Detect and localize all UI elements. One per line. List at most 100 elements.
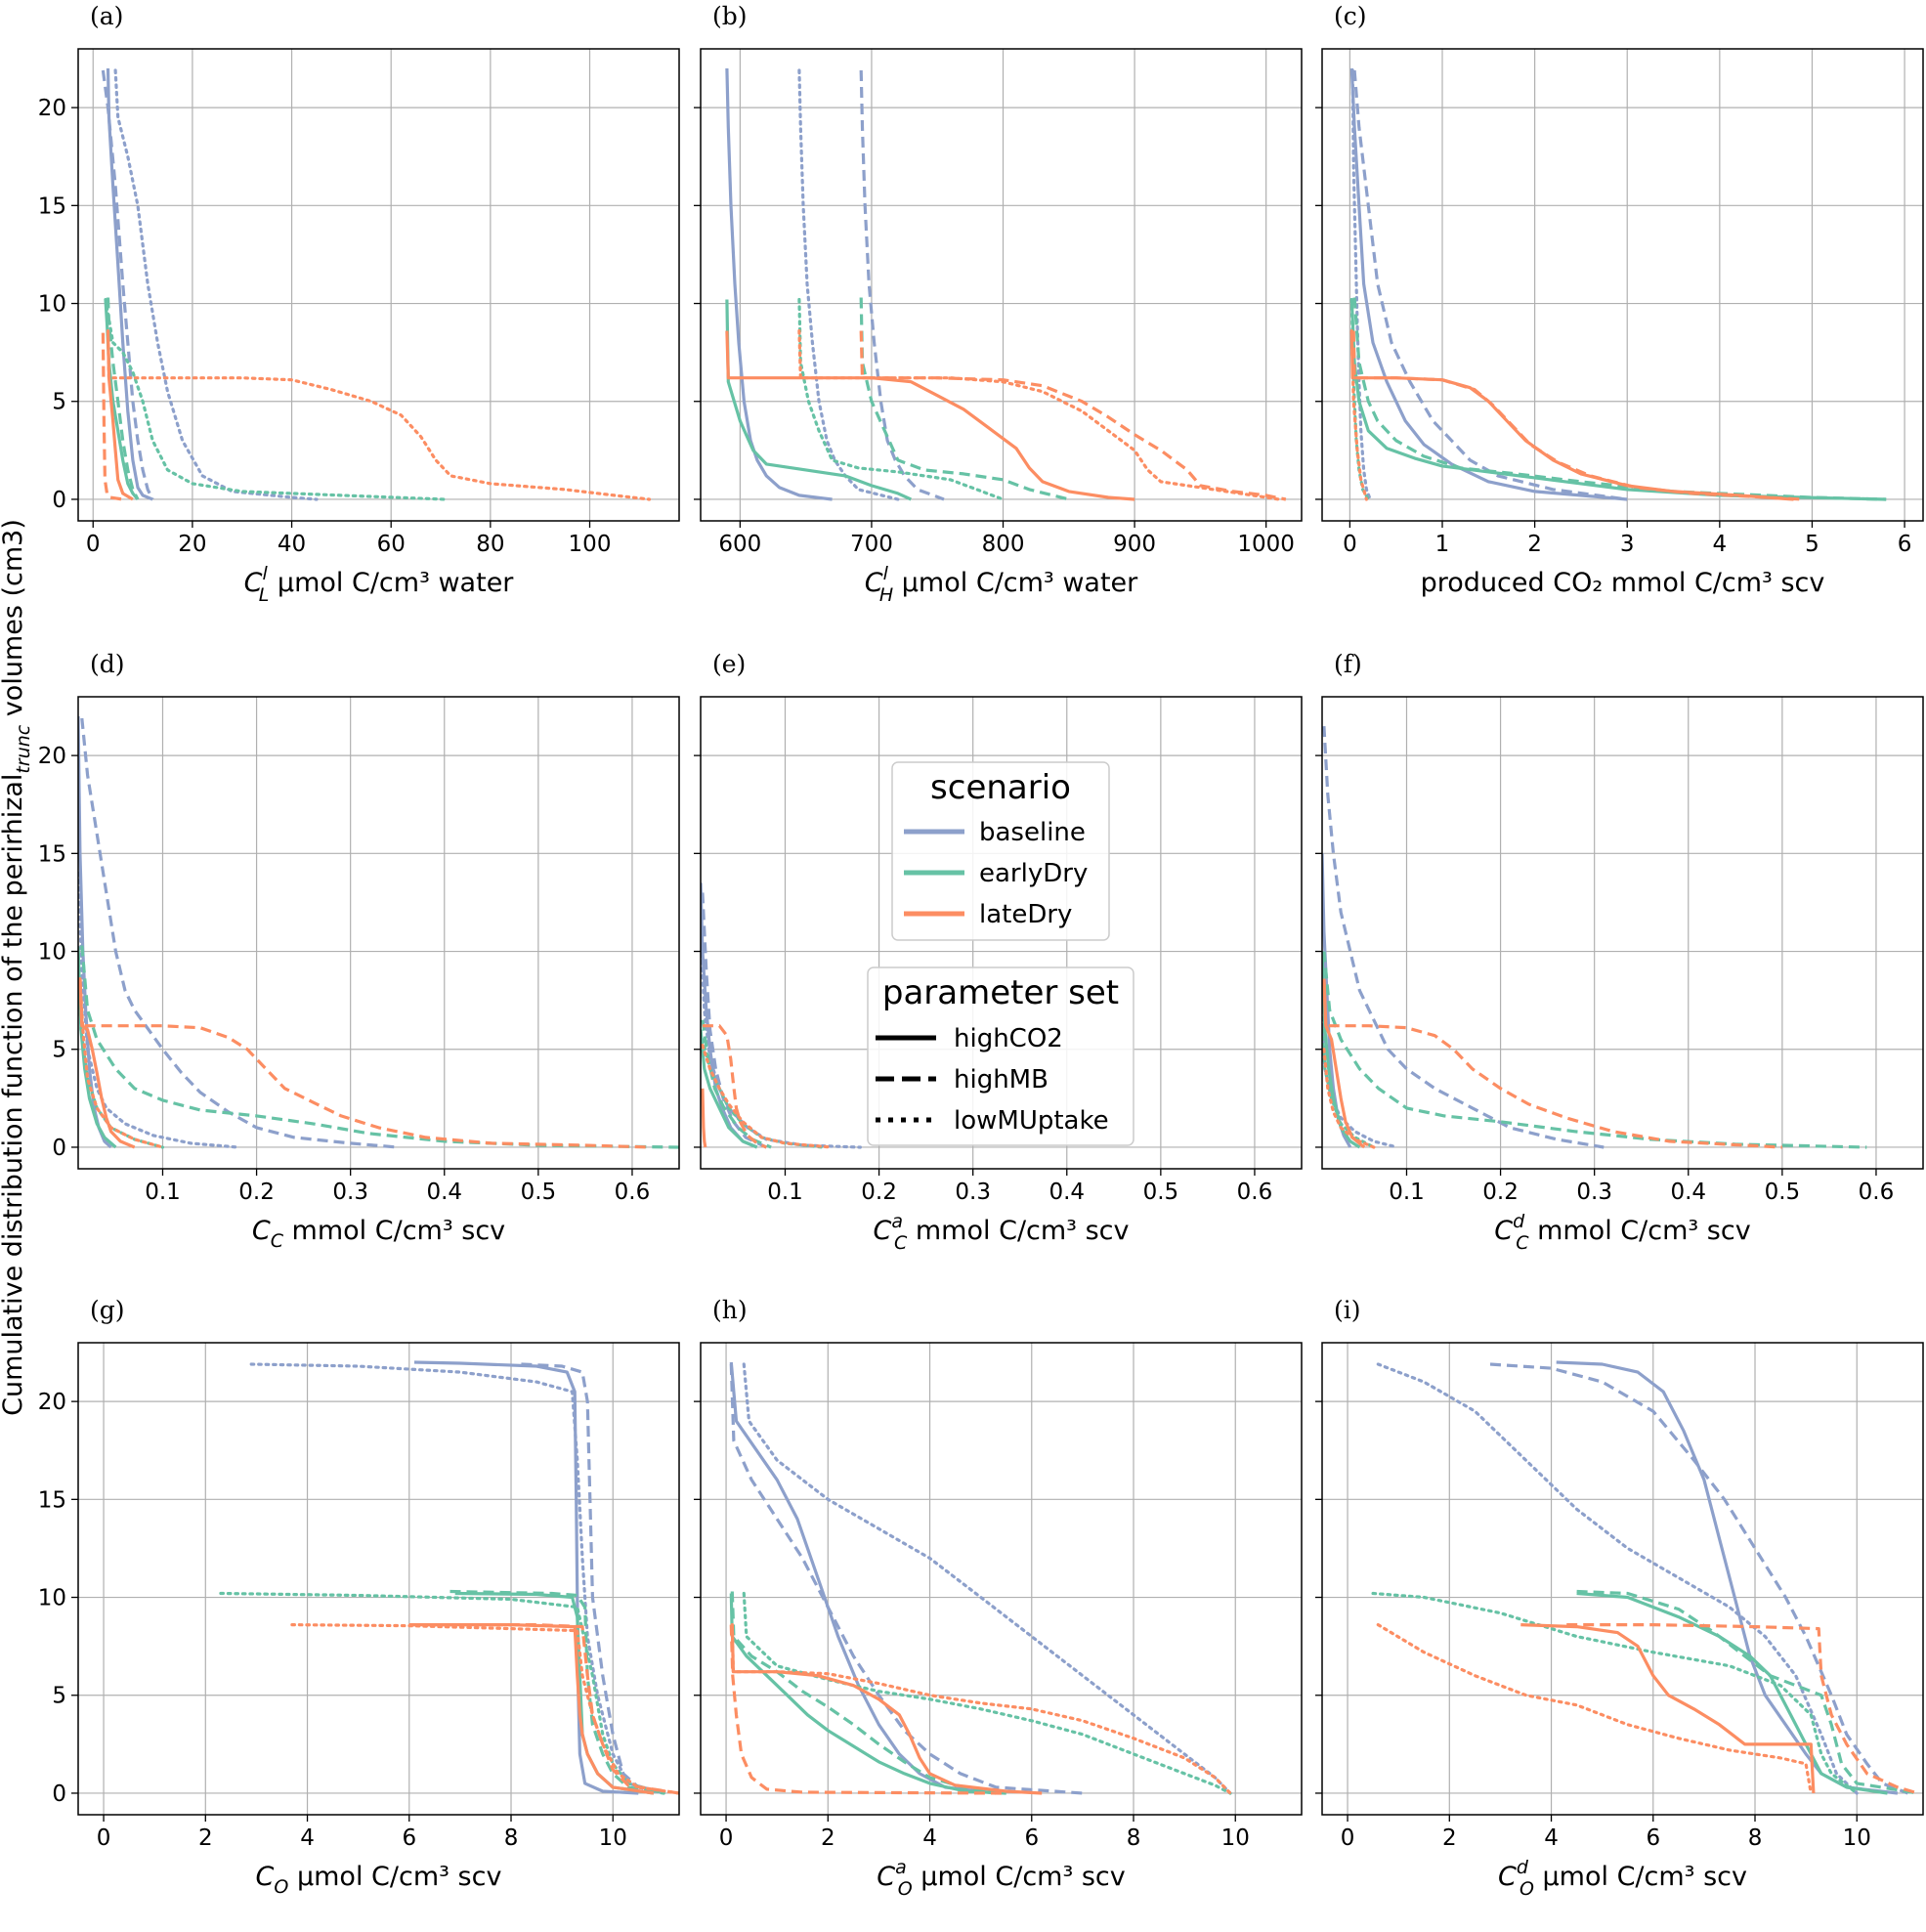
y-tick-label: 5 — [52, 1684, 66, 1709]
series-lateDry-highCO2 — [725, 330, 1135, 501]
x-tick-label: 8 — [1748, 1825, 1763, 1851]
x-tick-label: 0.1 — [145, 1180, 181, 1205]
axes-frame — [700, 48, 1303, 522]
series-earlyDry-highCO2 — [729, 1593, 1006, 1795]
series-earlyDry-highCO2 — [1322, 951, 1361, 1149]
series-lateDry-lowMUptake — [701, 1044, 835, 1149]
series-lateDry-highMB — [408, 1623, 679, 1795]
series-baseline-highMB — [101, 69, 154, 500]
x-tick-label: 10 — [1843, 1825, 1871, 1851]
x-tick-label: 0.6 — [615, 1180, 651, 1205]
panel-label: (c) — [1334, 2, 1367, 30]
series-earlyDry-highCO2 — [1349, 299, 1887, 501]
series-lateDry-lowMUptake — [730, 1623, 1232, 1795]
x-tick-label: 1 — [1435, 532, 1450, 557]
series-earlyDry-highMB — [106, 297, 140, 500]
series-lateDry-lowMUptake — [106, 329, 652, 501]
y-tick-label: 0 — [52, 488, 66, 513]
x-axis-label-6: CO μmol C/cm³ scv — [256, 1862, 502, 1898]
panel-label: (a) — [90, 2, 123, 30]
x-tick-label: 0.6 — [1237, 1180, 1273, 1205]
y-tick-label: 20 — [38, 1390, 66, 1415]
series-baseline-lowMUptake — [797, 68, 900, 501]
x-tick-label: 8 — [504, 1825, 519, 1851]
series-earlyDry-lowMUptake — [742, 1591, 1232, 1795]
panel-g: 0 2 4 6 8 10 0 5 10 15 20 (g) CO μmol C/cm³ scv — [38, 1296, 680, 1898]
series-baseline-highCO2 — [725, 67, 833, 501]
series-baseline-lowMUptake — [249, 1362, 665, 1795]
x-tick-label: 0 — [86, 532, 101, 557]
series-earlyDry-lowMUptake — [1322, 1028, 1376, 1149]
series-baseline-highMB — [521, 1362, 664, 1795]
series-baseline-highCO2 — [1349, 67, 1628, 501]
panel-label: (i) — [1334, 1296, 1361, 1324]
series-baseline-lowMUptake — [78, 871, 239, 1149]
series-lateDry-highCO2 — [1520, 1623, 1816, 1794]
panel-f: 0.1 0.2 0.3 0.4 0.5 0.6 (f) Cd C mmol C/cm³ scv — [1315, 650, 1924, 1254]
y-tick-label: 10 — [38, 940, 66, 966]
y-tick-label: 15 — [38, 193, 66, 219]
x-tick-label: 3 — [1620, 532, 1635, 557]
series-baseline-lowMUptake — [1350, 68, 1372, 501]
legend-scenario: scenario baseline earlyDry lateDry — [891, 761, 1110, 941]
x-tick-label: 80 — [476, 532, 504, 557]
x-tick-label: 2 — [821, 1825, 835, 1851]
x-tick-label: 0.4 — [1670, 1180, 1706, 1205]
series-earlyDry-highMB — [1322, 951, 1867, 1149]
x-tick-label: 4 — [922, 1825, 937, 1851]
x-tick-label: 0.1 — [767, 1180, 803, 1205]
legend-param-frame — [867, 966, 1134, 1146]
legend-scenario-title: scenario — [930, 768, 1071, 807]
series-lateDry-lowMUptake — [78, 977, 165, 1149]
series-earlyDry-highMB — [730, 1591, 1006, 1795]
series-group — [1371, 1360, 1919, 1795]
series-baseline-highCO2 — [729, 1361, 997, 1795]
legend-param: parameter set highCO2 highMB lowMUptake — [867, 966, 1134, 1146]
x-tick-label: 0 — [97, 1825, 111, 1851]
panel-label: (f) — [1334, 650, 1362, 678]
y-tick-label: 10 — [38, 292, 66, 318]
series-lateDry-highMB — [702, 1024, 767, 1149]
series-group — [701, 882, 862, 1149]
x-tick-label: 0.5 — [1765, 1180, 1801, 1205]
axes-frame — [77, 48, 680, 522]
series-baseline-highMB — [1322, 726, 1605, 1149]
panel-h: 0 2 4 6 8 10 (h) Ca O μmol C/cm³ scv — [694, 1296, 1303, 1900]
series-baseline-highMB — [701, 892, 767, 1149]
x-tick-label: 60 — [377, 532, 406, 557]
series-group — [78, 715, 679, 1149]
axes-frame — [77, 696, 680, 1170]
x-tick-label: 40 — [278, 532, 306, 557]
x-axis-label-8: Cd O μmol C/cm³ scv — [1498, 1857, 1747, 1900]
series-baseline-highMB — [1489, 1362, 1908, 1795]
x-tick-label: 4 — [300, 1825, 315, 1851]
legend-item-earlyDry: earlyDry — [979, 859, 1088, 888]
axes-frame — [1321, 696, 1924, 1170]
x-tick-label: 5 — [1805, 532, 1819, 557]
x-tick-label: 0.3 — [955, 1180, 991, 1205]
series-earlyDry-highMB — [449, 1589, 664, 1795]
panel-c: 0 1 2 3 4 5 6 (c) produced CO₂ mmol C/cm³ scv — [1315, 2, 1924, 598]
x-tick-label: 4 — [1544, 1825, 1559, 1851]
panel-d: 0.1 0.2 0.3 0.4 0.5 0.6 0 5 10 15 20 (d) CC mmol C/c… — [38, 650, 680, 1252]
series-lateDry-lowMUptake — [797, 329, 1281, 501]
y-tick-label: 0 — [52, 1782, 66, 1807]
series-lateDry-lowMUptake — [1322, 1048, 1376, 1149]
series-group — [219, 1360, 679, 1795]
x-tick-label: 6 — [1898, 532, 1912, 557]
x-tick-label: 2 — [1442, 1825, 1457, 1851]
panel-i: 0 2 4 6 8 10 (i) Cd O μmol C/cm³ scv — [1315, 1296, 1924, 1900]
x-tick-label: 0.2 — [1482, 1180, 1519, 1205]
series-lateDry-highCO2 — [1349, 330, 1794, 501]
x-axis-label-3: CC mmol C/cm³ scv — [252, 1216, 505, 1252]
series-lateDry-highCO2 — [701, 1088, 707, 1148]
panel-label: (b) — [712, 2, 748, 30]
series-lateDry-highMB — [1351, 330, 1804, 501]
series-lateDry-highMB — [101, 332, 123, 501]
x-tick-label: 900 — [1113, 532, 1156, 557]
series-baseline-highMB — [729, 1363, 1084, 1795]
x-tick-label: 0.2 — [238, 1180, 275, 1205]
series-earlyDry-highMB — [1352, 297, 1887, 501]
y-tick-label: 5 — [52, 390, 66, 415]
